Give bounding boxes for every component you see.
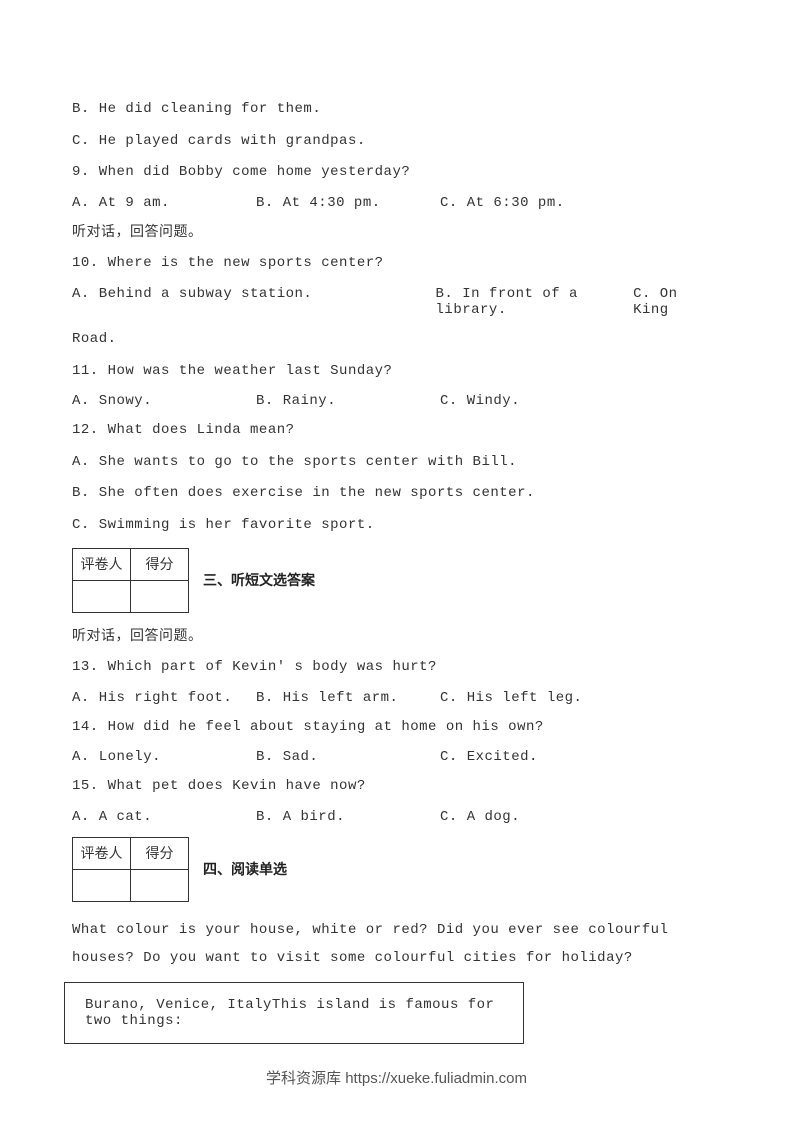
q11-option-c: C. Windy. xyxy=(440,393,721,409)
q13-option-c: C. His left leg. xyxy=(440,690,721,706)
q10-option-a: A. Behind a subway station. xyxy=(72,286,436,318)
q11-option-b: B. Rainy. xyxy=(256,393,440,409)
q15-option-c: C. A dog. xyxy=(440,809,721,825)
grade-table-cell-reviewer xyxy=(73,869,131,901)
page-content: B. He did cleaning for them. C. He playe… xyxy=(0,0,793,1104)
grade-table-cell-score xyxy=(131,580,189,612)
question-14-options: A. Lonely. B. Sad. C. Excited. xyxy=(72,749,721,765)
page-footer: 学科资源库 https://xueke.fuliadmin.com xyxy=(0,1067,793,1088)
q10-option-c: C. On King xyxy=(633,286,721,318)
q14-option-b: B. Sad. xyxy=(256,749,440,765)
question-15-options: A. A cat. B. A bird. C. A dog. xyxy=(72,809,721,825)
q9-option-a: A. At 9 am. xyxy=(72,195,256,211)
q9-option-b: B. At 4:30 pm. xyxy=(256,195,440,211)
q10-option-b: B. In front of a library. xyxy=(436,286,634,318)
q12-option-a: A. She wants to go to the sports center … xyxy=(72,453,721,473)
q12-option-b: B. She often does exercise in the new sp… xyxy=(72,484,721,504)
grade-table-4: 评卷人 得分 xyxy=(72,837,189,902)
listen-instruction-2: 听对话，回答问题。 xyxy=(72,627,721,647)
question-12: 12. What does Linda mean? xyxy=(72,421,721,441)
listen-instruction-1: 听对话，回答问题。 xyxy=(72,223,721,243)
reading-passage: What colour is your house, white or red?… xyxy=(72,916,721,972)
q10-option-c-cont: Road. xyxy=(72,330,721,350)
section-4-title: 四、阅读单选 xyxy=(203,859,287,879)
grade-table-header-score: 得分 xyxy=(131,837,189,869)
reading-box: Burano, Venice, ItalyThis island is famo… xyxy=(64,982,524,1044)
grade-table-cell-score xyxy=(131,869,189,901)
question-13-options: A. His right foot. B. His left arm. C. H… xyxy=(72,690,721,706)
question-9: 9. When did Bobby come home yesterday? xyxy=(72,163,721,183)
grade-table-cell-reviewer xyxy=(73,580,131,612)
q11-option-a: A. Snowy. xyxy=(72,393,256,409)
q13-option-b: B. His left arm. xyxy=(256,690,440,706)
question-11-options: A. Snowy. B. Rainy. C. Windy. xyxy=(72,393,721,409)
q14-option-c: C. Excited. xyxy=(440,749,721,765)
grade-table-header-reviewer: 评卷人 xyxy=(73,548,131,580)
q15-option-b: B. A bird. xyxy=(256,809,440,825)
q13-option-a: A. His right foot. xyxy=(72,690,256,706)
section-3-header: 评卷人 得分 三、听短文选答案 xyxy=(72,548,721,613)
answer-option-c: C. He played cards with grandpas. xyxy=(72,132,721,152)
question-10: 10. Where is the new sports center? xyxy=(72,254,721,274)
q9-option-c: C. At 6:30 pm. xyxy=(440,195,721,211)
grade-table-3: 评卷人 得分 xyxy=(72,548,189,613)
question-11: 11. How was the weather last Sunday? xyxy=(72,362,721,382)
question-15: 15. What pet does Kevin have now? xyxy=(72,777,721,797)
q15-option-a: A. A cat. xyxy=(72,809,256,825)
section-4-header: 评卷人 得分 四、阅读单选 xyxy=(72,837,721,902)
question-14: 14. How did he feel about staying at hom… xyxy=(72,718,721,738)
q12-option-c: C. Swimming is her favorite sport. xyxy=(72,516,721,536)
question-10-options-row1: A. Behind a subway station. B. In front … xyxy=(72,286,721,318)
q14-option-a: A. Lonely. xyxy=(72,749,256,765)
question-13: 13. Which part of Kevin' s body was hurt… xyxy=(72,658,721,678)
answer-option-b: B. He did cleaning for them. xyxy=(72,100,721,120)
grade-table-header-score: 得分 xyxy=(131,548,189,580)
grade-table-header-reviewer: 评卷人 xyxy=(73,837,131,869)
section-3-title: 三、听短文选答案 xyxy=(203,570,315,590)
question-9-options: A. At 9 am. B. At 4:30 pm. C. At 6:30 pm… xyxy=(72,195,721,211)
